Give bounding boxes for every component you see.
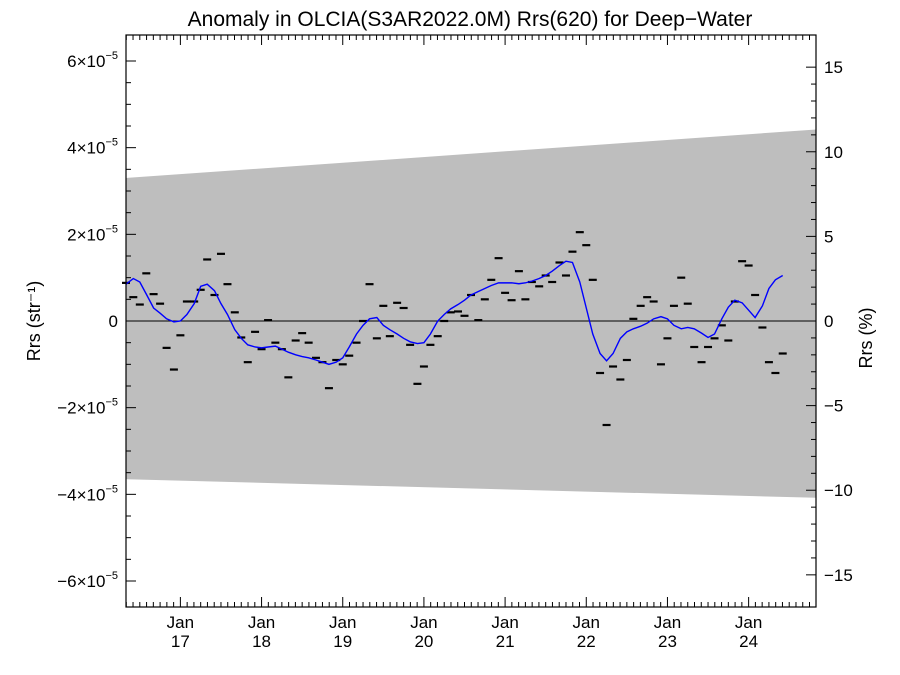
right-tick-label: −15 (824, 566, 853, 585)
left-tick-label: 2×10−5 (67, 223, 118, 244)
chart-title: Anomaly in OLCIA(S3AR2022.0M) Rrs(620) f… (188, 8, 753, 31)
x-tick-label-year: 17 (171, 632, 190, 651)
x-tick-label-month: Jan (491, 613, 518, 632)
left-tick-label: 6×10−5 (67, 50, 118, 71)
x-tick-label-year: 19 (333, 632, 352, 651)
right-tick-label: −5 (824, 397, 843, 416)
smoothed-anomaly-line (125, 260, 784, 366)
left-y-axis-label: Rrs (str⁻¹) (24, 281, 44, 361)
x-tick-label-year: 20 (414, 632, 433, 651)
right-tick-label: 0 (824, 312, 833, 331)
x-tick-label-year: 22 (577, 632, 596, 651)
x-tick-label-month: Jan (573, 613, 600, 632)
x-tick-label-month: Jan (735, 613, 762, 632)
left-tick-label: 4×10−5 (67, 137, 118, 158)
uncertainty-band (126, 129, 816, 498)
x-tick-label-month: Jan (248, 613, 275, 632)
plot-area (122, 129, 816, 498)
right-y-axis: 15 10 5 0 −5 −10 −15 (806, 58, 853, 585)
right-tick-label: 10 (824, 143, 843, 162)
anomaly-markers (122, 231, 787, 427)
left-tick-label: −4×10−5 (57, 483, 118, 504)
x-tick-label-month: Jan (654, 613, 681, 632)
x-tick-label-month: Jan (329, 613, 356, 632)
right-tick-label: 15 (824, 58, 843, 77)
right-y-axis-label: Rrs (%) (856, 308, 876, 369)
left-y-axis: 6×10−5 4×10−5 2×10−5 0 −2×10−5 −4×10−5 −6×10−5 (57, 50, 136, 591)
x-tick-label-year: 24 (739, 632, 758, 651)
x-tick-label-year: 23 (658, 632, 677, 651)
x-tick-label-year: 21 (496, 632, 515, 651)
x-tick-label-year: 18 (252, 632, 271, 651)
left-tick-label: −6×10−5 (57, 570, 118, 591)
right-tick-label: 5 (824, 227, 833, 246)
right-tick-label: −10 (824, 481, 853, 500)
x-tick-label-month: Jan (410, 613, 437, 632)
left-tick-label: −2×10−5 (57, 397, 118, 418)
x-tick-label-month: Jan (167, 613, 194, 632)
left-tick-label: 0 (109, 312, 118, 331)
